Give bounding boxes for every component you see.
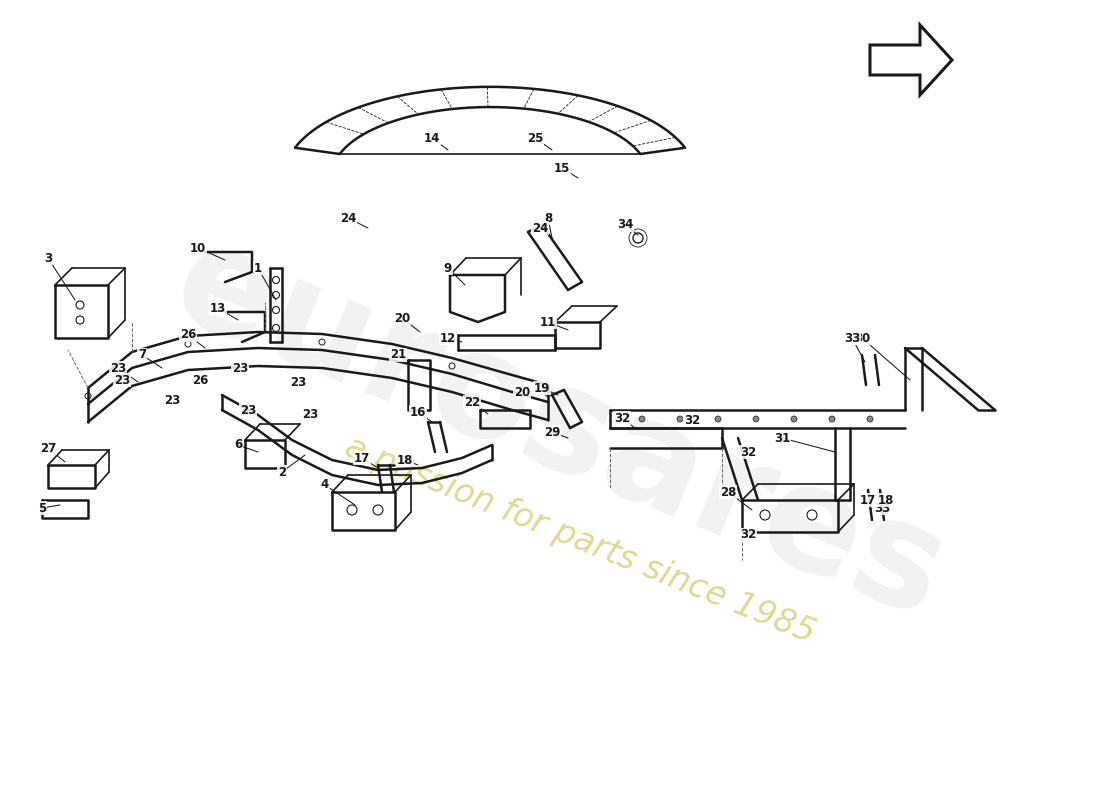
Text: 6: 6 xyxy=(234,438,242,451)
Text: 23: 23 xyxy=(110,362,126,374)
Text: 23: 23 xyxy=(240,403,256,417)
Text: 17: 17 xyxy=(860,494,876,506)
Text: 34: 34 xyxy=(617,218,634,231)
Text: 26: 26 xyxy=(179,329,196,342)
Text: 21: 21 xyxy=(389,349,406,362)
Text: 20: 20 xyxy=(394,311,410,325)
Text: 13: 13 xyxy=(210,302,227,314)
Text: 32: 32 xyxy=(740,529,756,542)
Circle shape xyxy=(791,416,798,422)
Text: 22: 22 xyxy=(464,395,480,409)
Text: 23: 23 xyxy=(290,375,306,389)
Text: 1: 1 xyxy=(254,262,262,274)
Text: 11: 11 xyxy=(540,315,557,329)
Text: 10: 10 xyxy=(190,242,206,254)
Text: 30: 30 xyxy=(854,331,870,345)
Text: 27: 27 xyxy=(40,442,56,454)
Text: 26: 26 xyxy=(191,374,208,386)
Circle shape xyxy=(676,416,683,422)
Text: 31: 31 xyxy=(774,431,790,445)
Text: 32: 32 xyxy=(684,414,700,426)
Text: 28: 28 xyxy=(719,486,736,498)
Text: 33: 33 xyxy=(844,331,860,345)
Text: 24: 24 xyxy=(340,211,356,225)
Text: 7: 7 xyxy=(138,349,146,362)
Text: 14: 14 xyxy=(424,131,440,145)
Text: 4: 4 xyxy=(321,478,329,491)
Circle shape xyxy=(829,416,835,422)
Text: eurosares: eurosares xyxy=(154,211,966,649)
Text: 32: 32 xyxy=(614,411,630,425)
Text: 8: 8 xyxy=(543,211,552,225)
Text: 20: 20 xyxy=(514,386,530,398)
Text: 24: 24 xyxy=(531,222,548,234)
Text: 32: 32 xyxy=(740,446,756,458)
Text: 3: 3 xyxy=(44,251,52,265)
Text: 23: 23 xyxy=(232,362,249,374)
Text: 23: 23 xyxy=(114,374,130,386)
Circle shape xyxy=(867,416,873,422)
Text: 23: 23 xyxy=(164,394,180,406)
Text: 19: 19 xyxy=(534,382,550,394)
Text: 33: 33 xyxy=(873,502,890,514)
Text: 5: 5 xyxy=(37,502,46,514)
Text: 16: 16 xyxy=(410,406,426,418)
Circle shape xyxy=(715,416,720,422)
Text: 18: 18 xyxy=(397,454,414,466)
Text: 23: 23 xyxy=(301,409,318,422)
Text: a passion for parts since 1985: a passion for parts since 1985 xyxy=(340,430,820,650)
Text: 2: 2 xyxy=(278,466,286,478)
Text: 29: 29 xyxy=(543,426,560,438)
Text: 15: 15 xyxy=(553,162,570,174)
Text: 17: 17 xyxy=(354,451,370,465)
Circle shape xyxy=(639,416,645,422)
Circle shape xyxy=(754,416,759,422)
Text: 25: 25 xyxy=(527,131,543,145)
Polygon shape xyxy=(870,25,952,95)
Text: 18: 18 xyxy=(878,494,894,506)
Text: 9: 9 xyxy=(444,262,452,274)
Text: 12: 12 xyxy=(440,331,456,345)
